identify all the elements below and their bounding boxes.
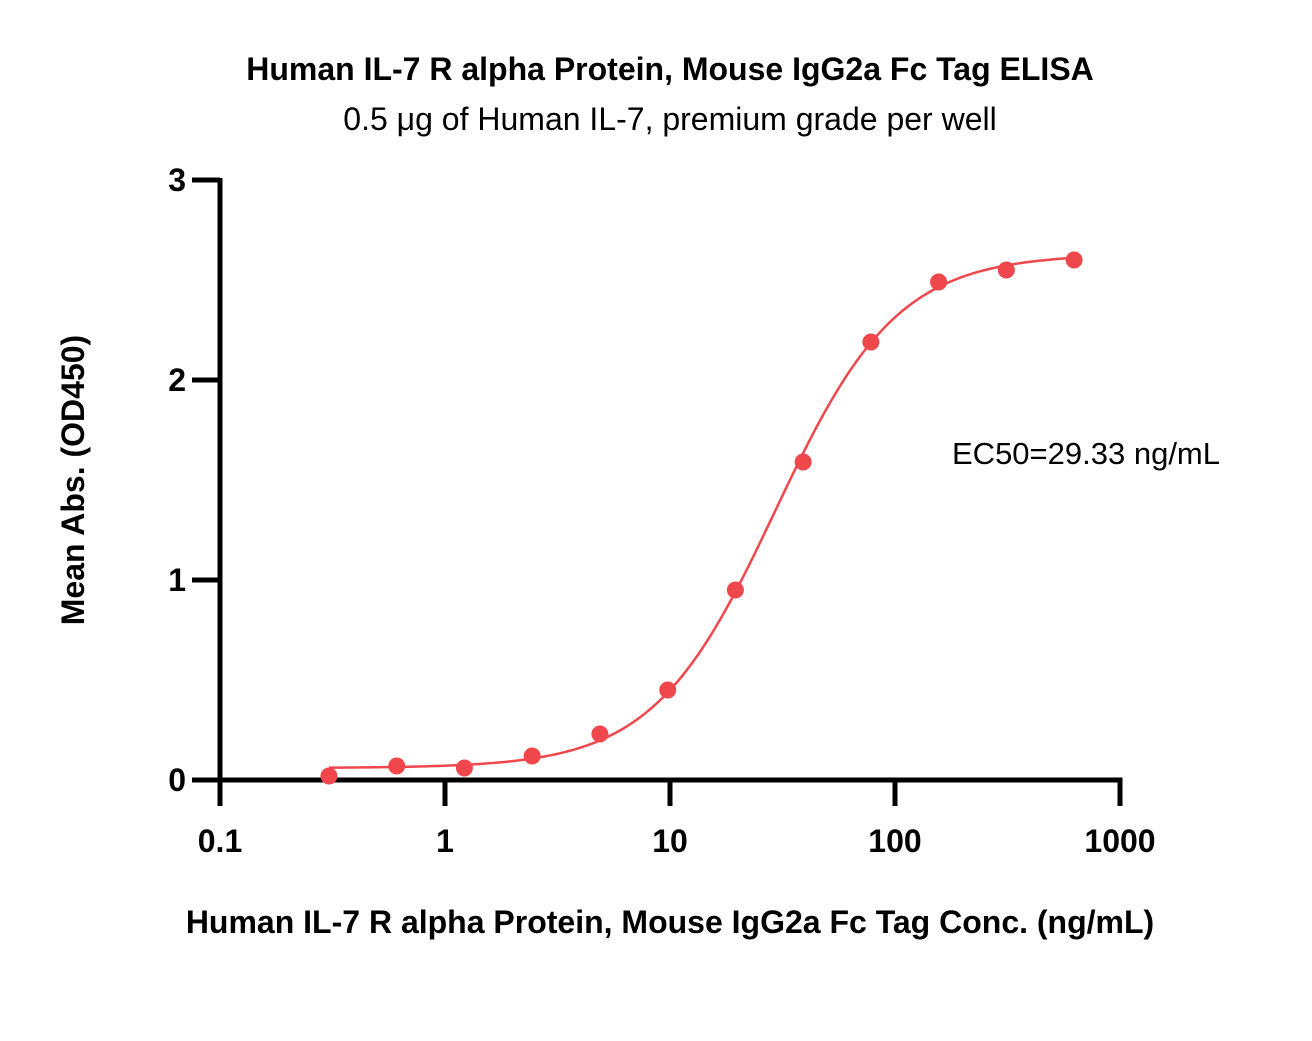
x-tick-label: 1 <box>436 823 454 859</box>
axes: 0 1 2 3 0.1 1 10 100 1000 <box>168 162 1155 859</box>
x-tick-label: 100 <box>868 823 921 859</box>
data-point <box>659 681 677 699</box>
data-points <box>320 251 1083 785</box>
x-tick-label: 1000 <box>1084 823 1155 859</box>
data-point <box>591 725 609 743</box>
data-point <box>320 767 338 785</box>
y-axis-label: Mean Abs. (OD450) <box>55 335 91 625</box>
y-tick-label: 3 <box>168 162 186 198</box>
data-point <box>726 581 744 599</box>
x-axis-label: Human IL-7 R alpha Protein, Mouse IgG2a … <box>186 904 1154 940</box>
y-tick-label: 1 <box>168 562 186 598</box>
y-tick-label: 2 <box>168 362 186 398</box>
x-tick-label: 10 <box>652 823 688 859</box>
data-point <box>1065 251 1083 269</box>
fit-curve <box>328 256 1075 769</box>
data-point <box>523 747 541 765</box>
data-point <box>388 757 406 775</box>
ec50-annotation: EC50=29.33 ng/mL <box>952 436 1220 471</box>
data-point <box>862 333 880 351</box>
data-point <box>997 261 1015 279</box>
data-point <box>930 273 948 291</box>
chart-subtitle: 0.5 μg of Human IL-7, premium grade per … <box>343 101 996 137</box>
data-point <box>794 453 812 471</box>
chart-title: Human IL-7 R alpha Protein, Mouse IgG2a … <box>246 51 1094 87</box>
x-tick-label: 0.1 <box>198 823 242 859</box>
data-point <box>455 759 473 777</box>
y-tick-label: 0 <box>168 762 186 798</box>
